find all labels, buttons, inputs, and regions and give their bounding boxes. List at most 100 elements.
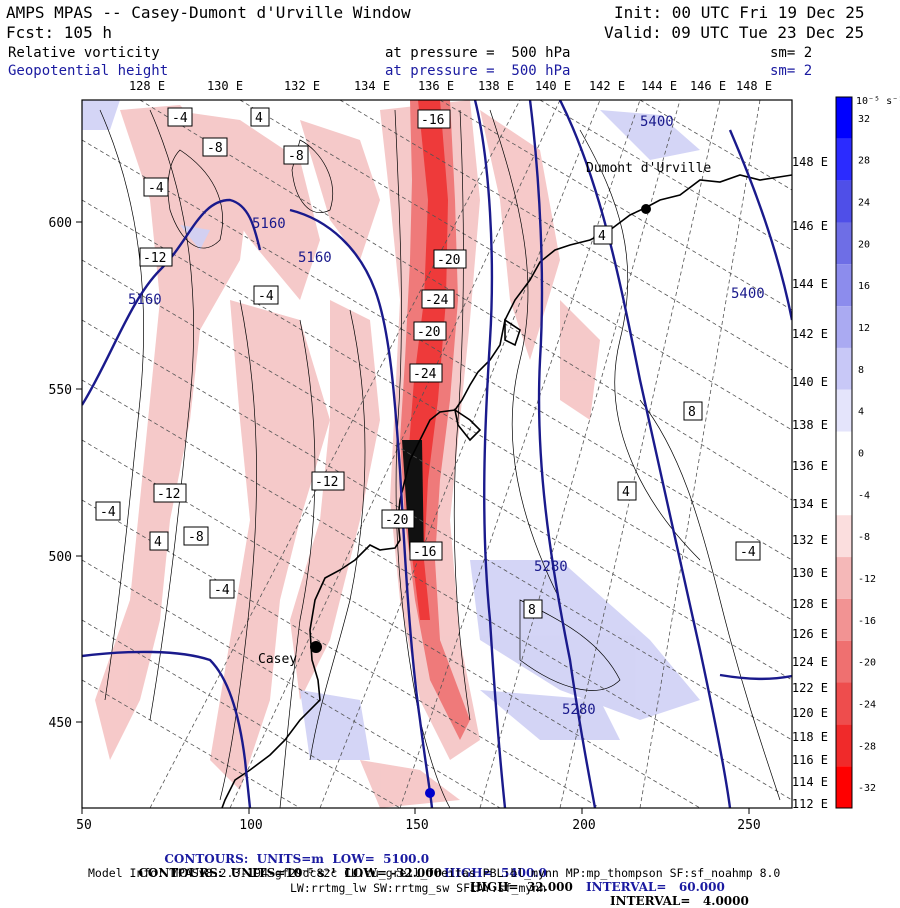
svg-text:4: 4: [255, 111, 263, 126]
lon-label-132: 132 E: [284, 79, 320, 93]
height-contour-units: CONTOURS: UNITS=m LOW= 5100.0: [164, 852, 430, 866]
field1-smoothing: sm= 2: [770, 45, 813, 61]
right-label-136: 136 E: [792, 459, 828, 473]
vorticity-labels: -4 -8 -12 -16 -20 -24 -4 -8 4 8 4 -4 -12…: [95, 107, 761, 619]
height-label-5160-c: 5160: [128, 292, 162, 308]
station-label-casey: Casey: [258, 652, 297, 667]
colorbar-swatch: [836, 598, 852, 641]
svg-text:-4: -4: [258, 289, 274, 304]
field1-level: at pressure = 500 hPa: [385, 45, 571, 61]
model-info: Model Info: MPASv8.2.3-194-gf29dc82c CU:…: [88, 866, 781, 880]
lon-label-140: 140 E: [535, 79, 571, 93]
init-time: Init: 00 UTC Fri 19 Dec 25: [614, 3, 865, 22]
height-contour-interval: INTERVAL= 60.000: [586, 880, 725, 894]
model-info-2: LW:rrtmg_lw SW:rrtmg_sw SFLAY:sf_mynn: [290, 881, 547, 895]
svg-text:-4: -4: [740, 545, 756, 560]
y-tick-600: 600: [49, 216, 72, 231]
height-label-5280-b: 5280: [562, 702, 596, 718]
svg-text:4: 4: [154, 535, 162, 550]
svg-text:-8: -8: [288, 149, 304, 164]
colorbar-level-label: -12: [858, 574, 876, 585]
plot-title: AMPS MPAS -- Casey-Dumont d'Urville Wind…: [6, 3, 411, 22]
svg-text:-8: -8: [207, 141, 223, 156]
right-label-148: 148 E: [792, 155, 828, 169]
colorbar-unit: 10⁻⁵ s⁻¹: [856, 96, 900, 107]
colorbar-swatch: [836, 222, 852, 265]
station-label-dumont-durville: Dumont d'Urville: [586, 161, 711, 176]
colorbar-level-label: -24: [858, 699, 876, 710]
vort-contour-interval: INTERVAL= 4.0000: [610, 894, 749, 908]
lon-label-144: 144 E: [641, 79, 677, 93]
colorbar-level-label: 20: [858, 239, 870, 250]
vorticity-contours: [99, 109, 781, 808]
lon-label-134: 134 E: [354, 79, 390, 93]
colorbar-level-label: 0: [858, 449, 864, 460]
colorbar: 32 28 24 20 16 12 8 4 0 -4 -8 -12 -16 -20 -24 -28 -32: [835, 96, 876, 809]
colorbar-level-label: -20: [858, 658, 876, 669]
svg-text:-12: -12: [143, 251, 166, 266]
right-label-116: 116 E: [792, 753, 828, 767]
lon-label-146: 146 E: [690, 79, 726, 93]
height-label-5400-a: 5400: [640, 114, 674, 130]
svg-text:8: 8: [528, 603, 536, 618]
right-label-144: 144 E: [792, 277, 828, 291]
vort-contour-units: CONTOURS: UNITS=10⁻⁵ s⁻¹ LOW= -32.000: [138, 866, 442, 880]
colorbar-level-label: 28: [858, 156, 870, 167]
lon-label-130: 130 E: [207, 79, 243, 93]
x-tick-200: 200: [572, 818, 595, 833]
colorbar-level-label: -28: [858, 741, 876, 752]
colorbar-level-label: 32: [858, 114, 870, 125]
colorbar-level-label: -32: [858, 783, 876, 794]
lon-label-138: 138 E: [478, 79, 514, 93]
x-tick-100: 100: [239, 818, 262, 833]
svg-text:-4: -4: [100, 505, 116, 520]
lon-label-128: 128 E: [129, 79, 165, 93]
field2-name: Geopotential height: [8, 63, 169, 79]
height-label-5280-a: 5280: [534, 559, 568, 575]
height-label-5160-a: 5160: [252, 216, 286, 232]
x-tick-150: 150: [405, 818, 428, 833]
right-label-132: 132 E: [792, 533, 828, 547]
svg-text:-4: -4: [214, 583, 230, 598]
right-label-130: 130 E: [792, 566, 828, 580]
x-tick-250: 250: [737, 818, 760, 833]
colorbar-level-label: 4: [858, 407, 864, 418]
colorbar-swatch: [836, 682, 852, 725]
colorbar-swatch: [836, 766, 852, 808]
svg-text:-4: -4: [172, 111, 188, 126]
colorbar-level-label: -16: [858, 616, 876, 627]
colorbar-level-label: 8: [858, 365, 864, 376]
y-tick-450: 450: [49, 716, 72, 731]
lon-label-148: 148 E: [736, 79, 772, 93]
lon-label-136: 136 E: [418, 79, 454, 93]
svg-text:8: 8: [688, 405, 696, 420]
svg-text:-24: -24: [425, 293, 449, 308]
lon-label-142: 142 E: [589, 79, 625, 93]
right-label-112: 112 E: [792, 797, 828, 811]
svg-text:-12: -12: [315, 475, 338, 490]
colorbar-swatch: [836, 97, 852, 139]
colorbar-level-label: 16: [858, 281, 870, 292]
colorbar-swatch: [836, 389, 852, 432]
valid-time: Valid: 09 UTC Tue 23 Dec 25: [604, 23, 865, 42]
colorbar-level-label: 12: [858, 323, 870, 334]
vort-contour-high: HIGH= 32.000: [470, 880, 573, 894]
colorbar-level-label: -4: [858, 490, 870, 501]
svg-text:-4: -4: [148, 181, 164, 196]
height-contours: [82, 100, 792, 808]
field1-name: Relative vorticity: [8, 45, 160, 61]
svg-text:-20: -20: [417, 325, 440, 340]
right-label-146: 146 E: [792, 219, 828, 233]
svg-text:-24: -24: [413, 367, 437, 382]
right-label-124: 124 E: [792, 655, 828, 669]
svg-text:4: 4: [622, 485, 630, 500]
height-label-5160-b: 5160: [298, 250, 332, 266]
svg-text:4: 4: [598, 229, 606, 244]
colorbar-swatch: [836, 180, 852, 223]
right-label-126: 126 E: [792, 627, 828, 641]
colorbar-level-label: 24: [858, 198, 870, 209]
y-tick-500: 500: [49, 550, 72, 565]
colorbar-swatch: [836, 724, 852, 767]
casey-dot: [310, 641, 322, 653]
